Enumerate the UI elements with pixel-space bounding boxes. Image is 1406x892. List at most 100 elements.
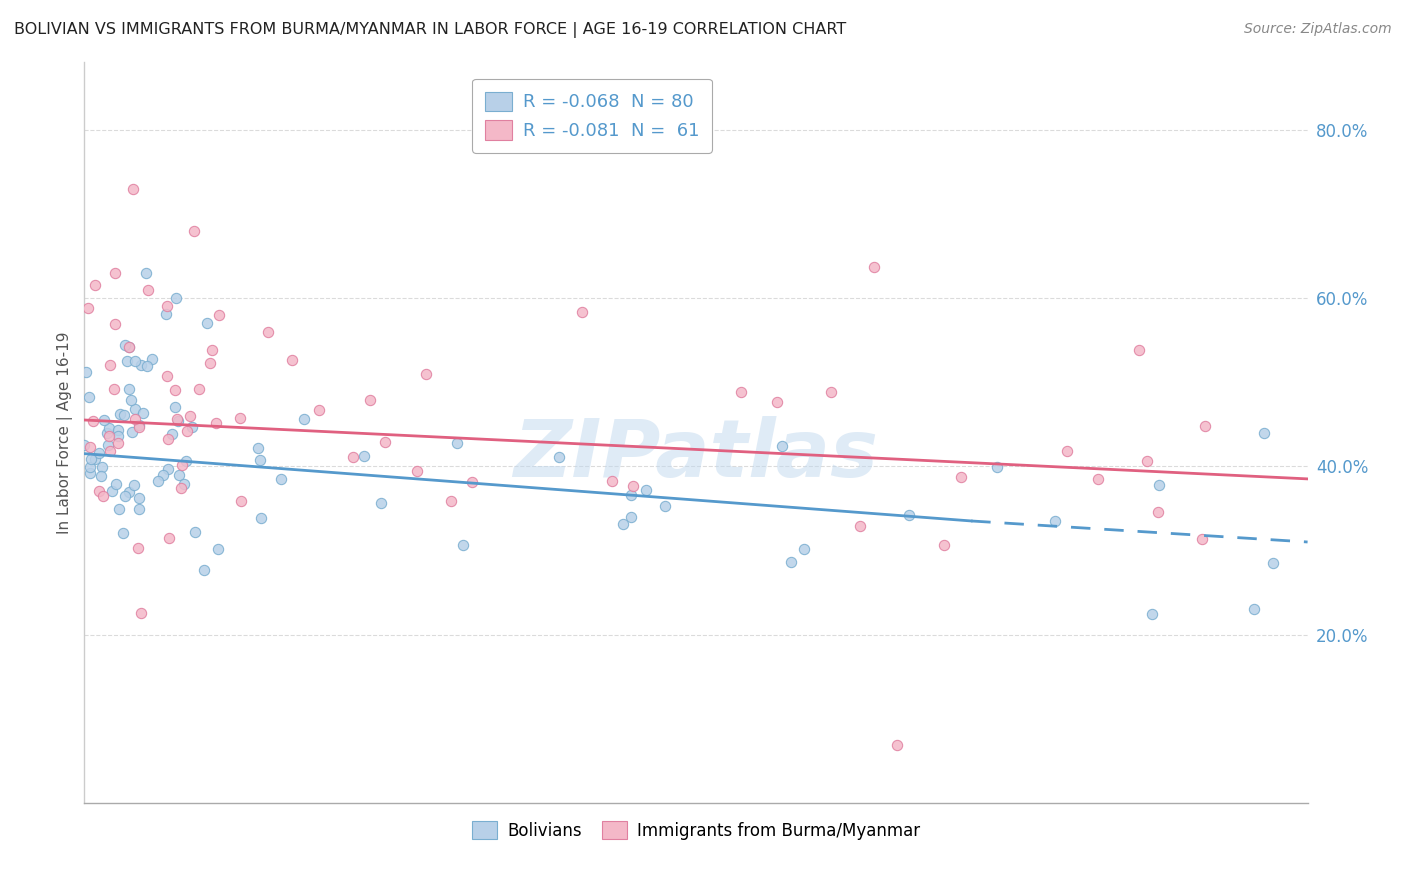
Point [897, 508, 920, 522]
Point [1043, 514, 1066, 528]
Point [104, 317, 127, 331]
Point [207, 542, 229, 557]
Point [80, 451, 103, 466]
Point [129, 606, 152, 620]
Point [128, 491, 150, 505]
Point [179, 409, 201, 423]
Point [167, 467, 190, 482]
Point [1146, 505, 1168, 519]
Point [132, 406, 155, 420]
Point [118, 382, 141, 396]
Point [198, 355, 221, 369]
Point [730, 385, 752, 400]
Point [101, 483, 124, 498]
Point [98, 443, 121, 458]
Point [98, 421, 121, 435]
Point [765, 395, 787, 409]
Point [249, 511, 271, 525]
Point [128, 502, 150, 516]
Point [180, 419, 202, 434]
Point [1087, 472, 1109, 486]
Point [208, 308, 231, 322]
Point [571, 304, 593, 318]
Point [770, 439, 793, 453]
Point [229, 411, 252, 425]
Point [374, 434, 396, 449]
Point [148, 474, 170, 488]
Point [1253, 426, 1275, 441]
Point [229, 494, 252, 508]
Point [849, 519, 872, 533]
Point [863, 260, 886, 275]
Point [79, 391, 101, 405]
Point [124, 402, 146, 417]
Point [600, 474, 623, 488]
Point [950, 470, 973, 484]
Point [886, 738, 908, 752]
Point [93, 489, 115, 503]
Point [612, 517, 634, 532]
Point [112, 408, 135, 422]
Point [108, 407, 131, 421]
Point [353, 450, 375, 464]
Point [174, 453, 197, 467]
Point [620, 488, 643, 502]
Point [793, 542, 815, 557]
Point [1147, 478, 1170, 492]
Point [105, 476, 128, 491]
Point [1142, 607, 1164, 621]
Point [621, 479, 644, 493]
Point [93, 413, 115, 427]
Point [91, 459, 114, 474]
Point [1194, 418, 1216, 433]
Point [122, 181, 145, 195]
Point [440, 494, 463, 508]
Text: Source: ZipAtlas.com: Source: ZipAtlas.com [1244, 22, 1392, 37]
Point [183, 224, 205, 238]
Point [294, 412, 316, 426]
Point [114, 489, 136, 503]
Point [155, 307, 177, 321]
Point [112, 525, 135, 540]
Point [446, 436, 468, 450]
Point [406, 464, 429, 478]
Point [135, 359, 157, 373]
Point [166, 414, 188, 428]
Point [548, 450, 571, 464]
Point [156, 368, 179, 383]
Point [127, 541, 149, 555]
Point [249, 453, 271, 467]
Point [135, 266, 157, 280]
Point [270, 472, 292, 486]
Point [97, 437, 120, 451]
Point [136, 284, 159, 298]
Point [820, 384, 842, 399]
Point [1135, 454, 1157, 468]
Point [117, 485, 139, 500]
Point [79, 441, 101, 455]
Point [780, 555, 803, 569]
Point [107, 423, 129, 437]
Point [187, 382, 209, 396]
Point [451, 538, 474, 552]
Point [1191, 532, 1213, 546]
Point [636, 483, 658, 498]
Point [152, 467, 174, 482]
Point [257, 325, 280, 339]
Point [184, 524, 207, 539]
Point [308, 402, 330, 417]
Point [121, 425, 143, 439]
Point [156, 299, 179, 313]
Point [280, 352, 302, 367]
Point [117, 340, 139, 354]
Point [120, 393, 142, 408]
Point [97, 428, 120, 442]
Point [460, 475, 482, 490]
Point [370, 496, 392, 510]
Point [103, 382, 125, 396]
Point [1243, 602, 1265, 616]
Point [1128, 343, 1150, 357]
Point [193, 563, 215, 577]
Point [82, 414, 104, 428]
Point [141, 352, 163, 367]
